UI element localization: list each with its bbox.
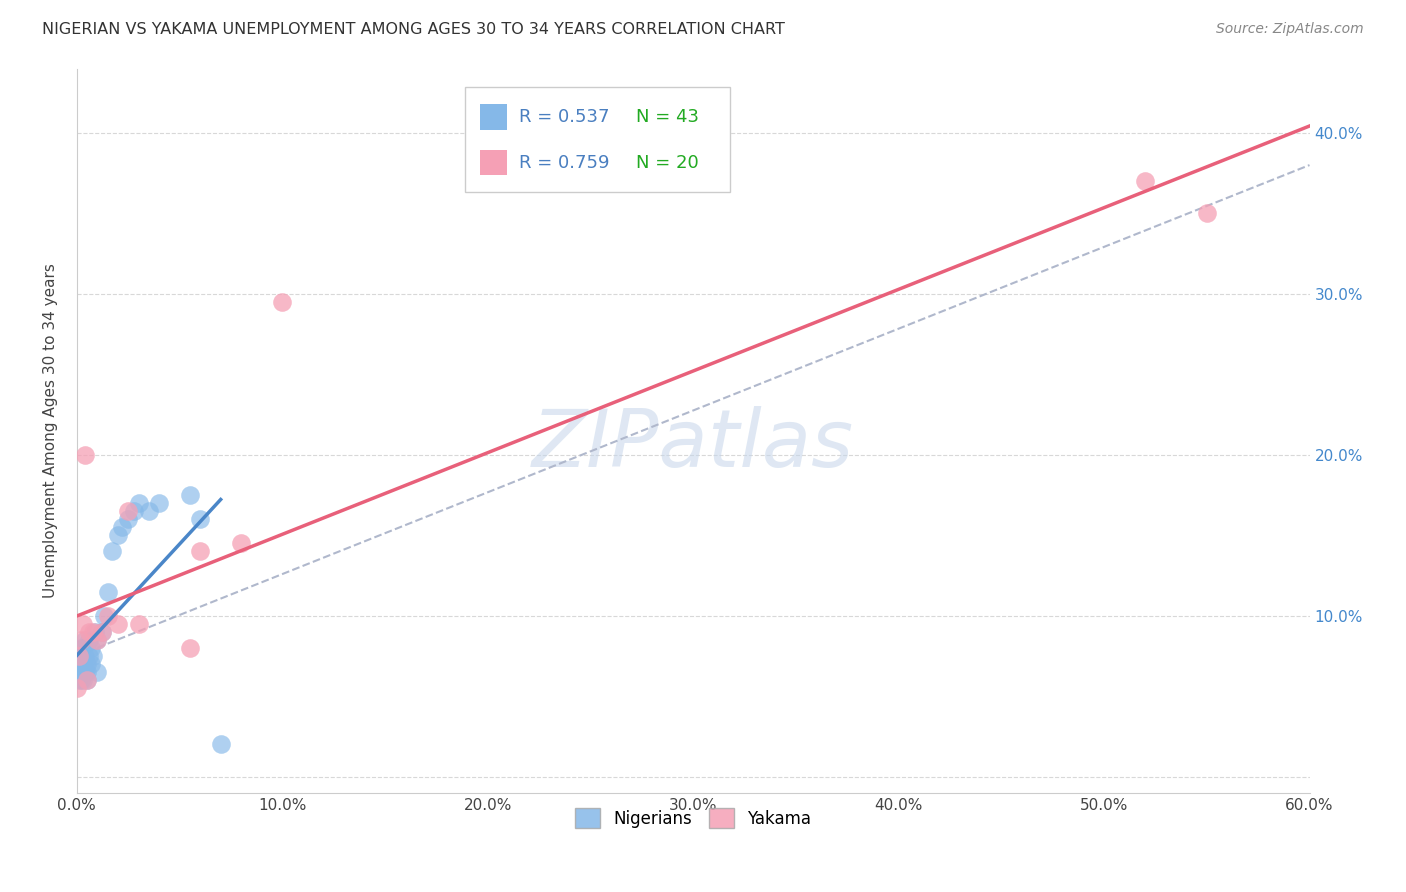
Point [86,632,108,647]
FancyBboxPatch shape [479,104,508,129]
Text: R = 0.537: R = 0.537 [519,108,610,126]
Point [84,624,107,639]
Text: Source: ZipAtlas.com: Source: ZipAtlas.com [1216,22,1364,37]
Point [124,504,146,518]
Point [72,657,94,671]
Point [271,294,294,309]
Text: NIGERIAN VS YAKAMA UNEMPLOYMENT AMONG AGES 30 TO 34 YEARS CORRELATION CHART: NIGERIAN VS YAKAMA UNEMPLOYMENT AMONG AG… [42,22,785,37]
Point [77,624,100,639]
Point [77,648,100,663]
Point [93,608,115,623]
Text: N = 43: N = 43 [637,108,700,126]
Point [75,665,97,679]
Point [179,488,201,502]
Point [72,640,94,655]
Point [67,665,90,679]
FancyBboxPatch shape [465,87,730,192]
Point [76,657,98,671]
Point [1195,206,1218,220]
Point [67,673,90,687]
Point [209,738,232,752]
Point [76,673,98,687]
Point [66,681,89,695]
Point [70,673,93,687]
Y-axis label: Unemployment Among Ages 30 to 34 years: Unemployment Among Ages 30 to 34 years [44,263,58,598]
Point [86,632,108,647]
Point [67,648,90,663]
Point [80,657,103,671]
Point [111,520,134,534]
Legend: Nigerians, Yakama: Nigerians, Yakama [568,801,818,835]
Point [75,632,97,647]
Text: R = 0.759: R = 0.759 [519,153,610,171]
Point [67,657,90,671]
Point [72,673,94,687]
Point [107,616,129,631]
Point [128,616,150,631]
Point [75,448,97,462]
Point [80,640,103,655]
Point [76,673,98,687]
Point [76,665,98,679]
Point [82,624,104,639]
Point [97,608,120,623]
Point [179,640,201,655]
Point [1133,174,1156,188]
Text: N = 20: N = 20 [637,153,699,171]
Point [70,640,93,655]
Point [67,648,90,663]
FancyBboxPatch shape [479,150,508,176]
Point [138,504,160,518]
Point [90,624,112,639]
Point [70,665,93,679]
Point [117,512,139,526]
Point [66,665,89,679]
Point [66,657,89,671]
Point [72,616,94,631]
Point [90,624,112,639]
Point [231,536,253,550]
Point [75,648,97,663]
Point [107,528,129,542]
Point [101,544,124,558]
Point [70,657,93,671]
Point [70,632,93,647]
Point [188,544,211,558]
Point [86,665,108,679]
Text: ZIPatlas: ZIPatlas [531,406,855,484]
Point [148,496,170,510]
Point [188,512,211,526]
Point [70,648,93,663]
Point [77,632,100,647]
Point [72,665,94,679]
Point [82,648,104,663]
Point [97,584,120,599]
Point [117,504,139,518]
Point [128,496,150,510]
